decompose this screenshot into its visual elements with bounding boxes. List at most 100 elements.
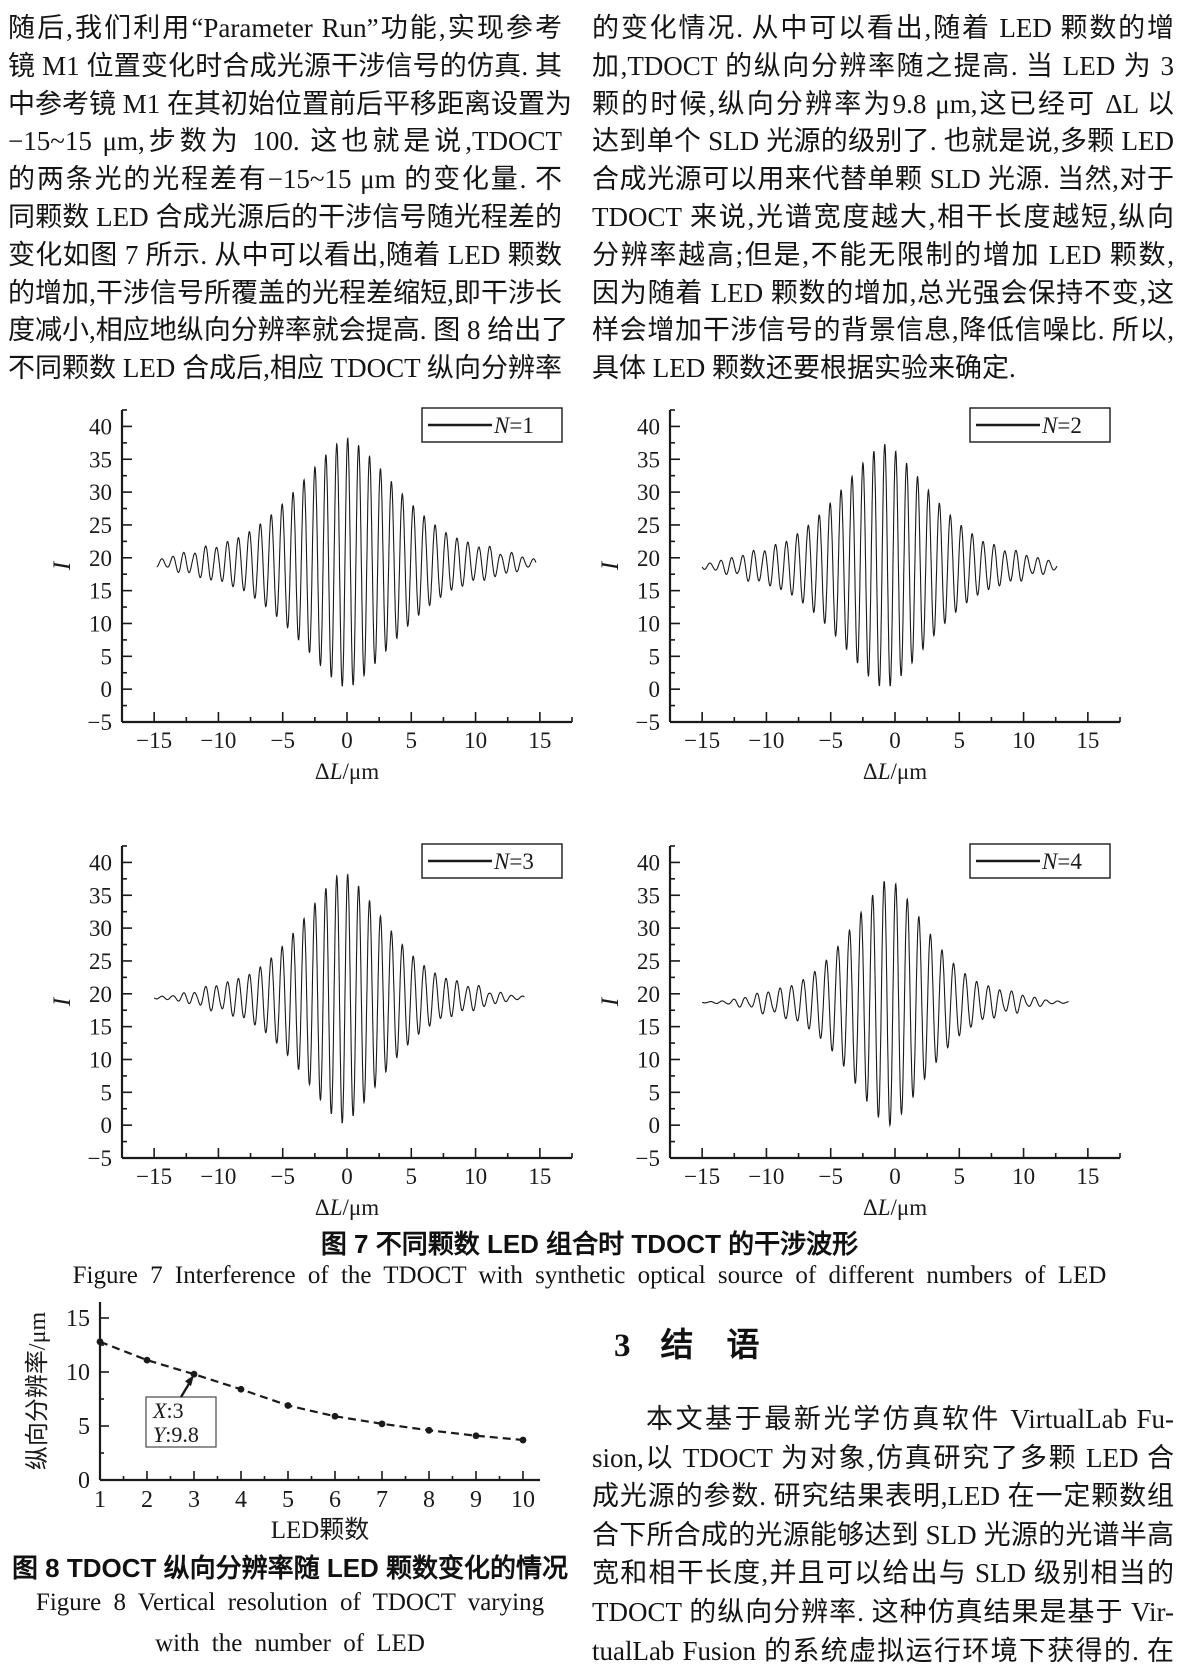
x-tick-label: −5 (818, 1164, 842, 1189)
x-tick-label: 10 (464, 728, 487, 753)
y-tick-label: 20 (89, 546, 112, 571)
axes (98, 1302, 540, 1482)
ticks (121, 409, 573, 723)
figure8-chart: 1 2 3 4 5 6 7 8 9 10 0 5 10 15 LED颗数 纵向分辨率/μm X:3Y:9.8 (24, 1302, 540, 1540)
y-axis-label: I (600, 996, 624, 1007)
x-tick-label: 0 (889, 1164, 901, 1189)
waveform-trace (701, 444, 1058, 687)
y-tick-label: 20 (89, 982, 112, 1007)
conclusion-paragraph: 本文基于最新光学仿真软件 VirtualLab Fu-sion,以 TDOCT … (592, 1400, 1174, 1670)
y-tick-label: 35 (89, 447, 112, 472)
figure7-panel-n2: −15 −10 −5 0 5 10 15 −5 0 5 10 15 20 25 30 35 40 ΔL/μm I N=… (600, 407, 1121, 784)
text-line: 本文基于最新光学仿真软件 VirtualLab Fu- (646, 1404, 1174, 1434)
x-tick-label: 5 (954, 1164, 966, 1189)
data-point-marker (378, 1420, 386, 1428)
figure7-caption-en: Figure 7 Interference of the TDOCT with … (72, 1262, 1107, 1289)
legend: N=4 (969, 843, 1111, 879)
y-tick-label: 0 (649, 1113, 661, 1138)
y-tick-label: 25 (637, 513, 660, 538)
x-tick-label: 10 (1012, 728, 1035, 753)
y-tick-label: 40 (89, 850, 112, 875)
y-tick-label: 20 (637, 982, 660, 1007)
legend-label: N=3 (493, 849, 534, 874)
x-tick-label: −10 (748, 728, 784, 753)
text-line: 合成光源可以用来代替单颗 SLD 光源. 当然,对于 (592, 164, 1174, 195)
x-tick-label: 10 (1012, 1164, 1035, 1189)
figure8-caption-en-line2: with the number of LED (155, 1630, 425, 1657)
y-tick-label: 15 (637, 579, 660, 604)
x-tick-label: 4 (235, 1487, 247, 1513)
y-tick-label: 10 (66, 1360, 90, 1386)
figure7-panel-n1: −15 −10 −5 0 5 10 15 −5 0 5 10 15 20 25 30 35 40 ΔL/μm I N=… (52, 407, 573, 784)
y-tick-label: 25 (89, 513, 112, 538)
y-tick-label: 10 (89, 1047, 112, 1072)
data-point-marker (143, 1356, 151, 1364)
section3-number: 3 (614, 1328, 631, 1364)
text-line: 镜 M1 位置变化时合成光源干涉信号的仿真. 其 (8, 50, 562, 81)
y-tick-label: 15 (89, 1015, 112, 1040)
x-tick-label: −10 (748, 1164, 784, 1189)
y-tick-label: 5 (101, 644, 113, 669)
x-tick-label: −10 (200, 1164, 236, 1189)
y-tick-label: 40 (637, 414, 660, 439)
text-line: 因为随着 LED 颗数的增加,总光强会保持不变,这 (592, 277, 1174, 308)
legend-label: N=2 (1041, 413, 1082, 438)
x-tick-label: 1 (94, 1487, 106, 1513)
text-line: TDOCT 的纵向分辨率. 这种仿真结果是基于 Vir- (592, 1596, 1174, 1627)
x-tick-label: 0 (341, 1164, 353, 1189)
y-tick-label: 20 (637, 546, 660, 571)
ticks (669, 409, 1121, 723)
text-line: sion,以 TDOCT 为对象,仿真研究了多颗 LED 合 (592, 1442, 1174, 1473)
x-tick-label: 9 (470, 1487, 482, 1513)
text-line: 具体 LED 颗数还要根据实验来确定. (592, 353, 1016, 384)
text-line: 加,TDOCT 的纵向分辨率随之提高. 当 LED 为 3 (592, 50, 1174, 81)
x-tick-label: 15 (1076, 1164, 1099, 1189)
y-tick-label: 35 (637, 447, 660, 472)
text-line: tualLab Fusion 的系统虚拟运行环境下获得的. 在 (592, 1635, 1174, 1666)
y-tick-label: −5 (88, 710, 112, 735)
x-tick-label: 15 (1076, 728, 1099, 753)
x-axis-label: ΔL/μm (863, 759, 927, 784)
data-point-marker (284, 1402, 292, 1409)
y-tick-label: −5 (88, 1146, 112, 1171)
series-line (99, 1340, 524, 1442)
x-tick-label: 5 (282, 1487, 294, 1513)
y-tick-label: 0 (78, 1468, 90, 1494)
x-tick-label: −5 (818, 728, 842, 753)
x-tick-label: 10 (511, 1487, 535, 1513)
data-point-marker (472, 1432, 480, 1440)
y-tick-label: 15 (89, 579, 112, 604)
y-tick-label: −5 (636, 1146, 660, 1171)
legend: N=2 (969, 407, 1111, 443)
y-tick-label: 5 (649, 1080, 661, 1105)
annotation-line1: X:3 (152, 1398, 184, 1423)
ticks (121, 845, 573, 1159)
text-line: 样会增加干涉信号的背景信息,降低信噪比. 所以, (592, 315, 1174, 346)
text-line: 随后,我们利用“Parameter Run”功能,实现参考 (8, 13, 562, 43)
x-tick-label: 5 (406, 1164, 418, 1189)
text-line: 达到单个 SLD 光源的级别了. 也就是说,多颗 LED (592, 126, 1174, 157)
x-tick-label: 6 (329, 1487, 341, 1513)
text-line: 中参考镜 M1 在其初始位置前后平移距离设置为 (8, 88, 573, 119)
ticks (99, 1317, 524, 1481)
y-tick-label: 10 (637, 1047, 660, 1072)
x-tick-label: 2 (141, 1487, 153, 1513)
x-tick-label: −15 (136, 1164, 172, 1189)
data-point-marker (237, 1385, 245, 1393)
section3-title: 结 语 (660, 1326, 760, 1363)
x-tick-label: 8 (423, 1487, 435, 1513)
y-tick-label: 0 (649, 677, 661, 702)
x-tick-label: 5 (954, 728, 966, 753)
legend-label: N=1 (493, 413, 534, 438)
body-text-left-column: 随后,我们利用“Parameter Run”功能,实现参考镜 M1 位置变化时合… (8, 10, 573, 388)
x-tick-label: −10 (200, 728, 236, 753)
y-tick-label: 25 (637, 949, 660, 974)
x-axis-label: LED颗数 (271, 1516, 370, 1540)
ticks (669, 845, 1121, 1159)
x-tick-label: 10 (464, 1164, 487, 1189)
figure7-panel-n3: −15 −10 −5 0 5 10 15 −5 0 5 10 15 20 25 30 35 40 ΔL/μm I N=… (52, 843, 573, 1220)
y-tick-label: 15 (637, 1015, 660, 1040)
y-tick-label: 30 (637, 916, 660, 941)
x-tick-label: −15 (136, 728, 172, 753)
legend-label: N=4 (1041, 849, 1082, 874)
